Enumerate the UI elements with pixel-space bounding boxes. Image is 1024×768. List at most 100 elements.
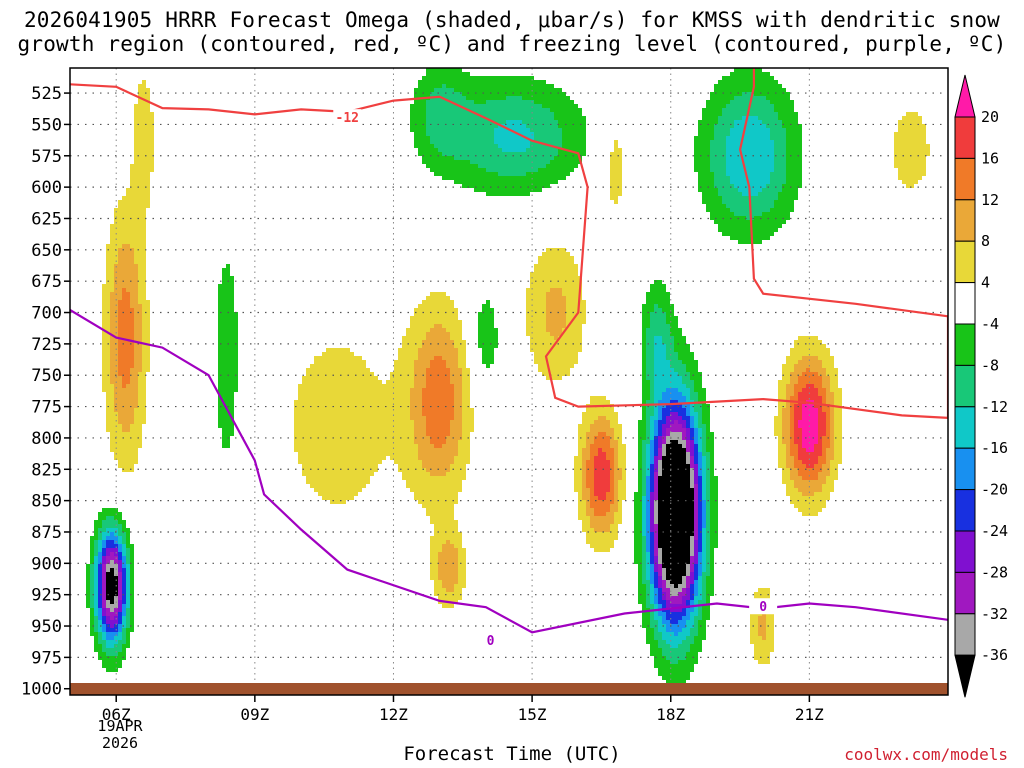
omega-cell [694, 468, 698, 472]
omega-cell [94, 604, 98, 608]
omega-cell [118, 348, 134, 352]
omega-cell [94, 524, 102, 528]
omega-cell [618, 496, 626, 500]
omega-cell [642, 500, 646, 504]
omega-cell [590, 424, 610, 428]
omega-cell [438, 564, 458, 568]
omega-cell [658, 468, 662, 472]
omega-cell [694, 444, 698, 448]
omega-cell [126, 564, 130, 568]
omega-cell [666, 568, 686, 572]
omega-cell [558, 124, 586, 128]
omega-cell [818, 432, 826, 436]
omega-cell [834, 444, 842, 448]
omega-cell [94, 520, 102, 524]
omega-cell [642, 304, 654, 308]
omega-cell [114, 644, 122, 648]
omega-cell [610, 524, 618, 528]
omega-cell [478, 336, 498, 340]
omega-cell [102, 648, 122, 652]
omega-cell [774, 416, 782, 420]
omega-cell [118, 324, 134, 328]
omega-cell [758, 624, 766, 628]
omega-cell [666, 656, 686, 660]
omega-cell [110, 608, 114, 612]
omega-cell [574, 472, 582, 476]
omega-cell [698, 620, 706, 624]
omega-cell [706, 428, 710, 432]
omega-cell [758, 660, 770, 664]
omega-cell [386, 380, 414, 384]
omega-cell [102, 292, 110, 296]
omega-cell [802, 372, 818, 376]
pressure-tick-label: 600 [31, 178, 62, 198]
omega-cell [130, 176, 150, 180]
omega-cell [590, 428, 614, 432]
omega-cell [430, 92, 462, 96]
omega-cell [102, 304, 110, 308]
omega-cell [798, 448, 806, 452]
omega-cell [422, 300, 454, 304]
omega-cell [686, 612, 690, 616]
omega-cell [690, 396, 698, 400]
colorbar-label: 12 [981, 191, 999, 209]
omega-cell [646, 604, 654, 608]
omega-cell [450, 380, 462, 384]
omega-cell [610, 156, 622, 160]
omega-cell [218, 424, 234, 428]
omega-cell [94, 572, 98, 576]
omega-cell [818, 408, 822, 412]
omega-cell [114, 608, 118, 612]
omega-cell [682, 424, 686, 428]
omega-cell [110, 436, 142, 440]
omega-cell [894, 156, 926, 160]
omega-cell [634, 504, 642, 508]
omega-cell [98, 564, 102, 568]
omega-cell [438, 560, 458, 564]
omega-cell [126, 592, 130, 596]
omega-cell [654, 512, 658, 516]
omega-cell [638, 424, 646, 428]
omega-cell [98, 600, 102, 604]
omega-cell [294, 412, 410, 416]
omega-cell [110, 312, 118, 316]
omega-cell [706, 492, 710, 496]
omega-cell [538, 260, 574, 264]
omega-cell [654, 472, 658, 476]
omega-cell [686, 444, 690, 448]
omega-cell [94, 620, 98, 624]
omega-cell [638, 428, 646, 432]
omega-cell [678, 356, 694, 360]
omega-cell [790, 372, 802, 376]
omega-cell [822, 440, 830, 444]
omega-cell [710, 552, 714, 556]
omega-cell [94, 548, 98, 552]
omega-cell [778, 436, 782, 440]
omega-cell [458, 352, 466, 356]
omega-cell [834, 412, 842, 416]
omega-cell [662, 564, 686, 568]
omega-cell [126, 640, 130, 644]
omega-cell [218, 304, 234, 308]
omega-cell [786, 492, 802, 496]
omega-cell [90, 560, 94, 564]
omega-cell [678, 420, 686, 424]
omega-cell [442, 444, 458, 448]
omega-cell [658, 588, 662, 592]
omega-cell [130, 596, 134, 600]
omega-cell [642, 312, 650, 316]
omega-cell [894, 152, 930, 156]
omega-cell [646, 588, 650, 592]
omega-cell [678, 440, 686, 444]
omega-cell [658, 552, 662, 556]
omega-cell [482, 308, 494, 312]
omega-cell [138, 392, 146, 396]
omega-cell [786, 144, 802, 148]
omega-cell [126, 560, 130, 564]
omega-cell [666, 572, 686, 576]
omega-cell [526, 124, 558, 128]
omega-cell [710, 520, 718, 524]
omega-cell [642, 440, 650, 444]
omega-cell [118, 256, 134, 260]
omega-cell [534, 136, 562, 140]
